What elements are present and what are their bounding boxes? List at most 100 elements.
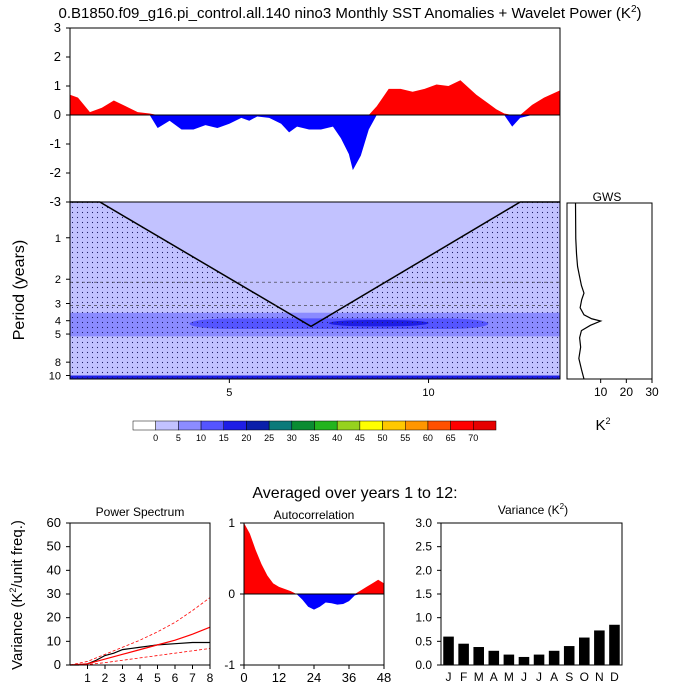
gws-frame [566,202,653,380]
power-spectrum-x-label: 7 [189,671,196,685]
power-spectrum-frame [69,522,211,666]
autocorrelation-x-label: 0 [240,670,247,685]
power-spectrum-x-label: 8 [207,671,214,685]
variance-bar [488,650,500,665]
colorbar-swatch [359,420,383,431]
power-spectrum-red-noise [69,626,211,666]
colorbar-label: 25 [264,433,274,443]
autocorrelation-x-label: 48 [377,670,391,685]
wavelet-y-label: 10 [49,371,61,383]
variance-bar [503,654,515,665]
colorbar-label: 65 [446,433,456,443]
gws-x-label: 10 [594,385,608,399]
wavelet-x-label: 10 [422,387,434,399]
variance-bar [563,646,575,665]
colorbar-swatch [246,420,270,431]
gws-panel: GWS 10 20 30 K2 [566,190,659,434]
variance-y-label: 3.0 [415,516,432,530]
power-spectrum-y-label: 50 [47,539,61,554]
variance-month-label: S [565,670,573,684]
power-spectrum-x-label: 1 [84,671,91,685]
autocorrelation-y-label: 1 [228,516,235,530]
colorbar-label: 35 [309,433,319,443]
colorbar-label: 45 [355,433,365,443]
stipple-left [70,202,312,379]
autocorrelation-x-label: 12 [272,670,286,685]
wavelet-y-label: 8 [55,357,61,369]
wavelet-x-label: 5 [226,387,232,399]
wavelet-frame [69,201,561,380]
gws-title: GWS [593,190,622,204]
gws-line [574,202,603,380]
power-spectrum-y-label: 20 [47,610,61,625]
colorbar-label: 60 [423,433,433,443]
autocorrelation-panel: Autocorrelation 1 0 -1 0 12 24 36 48 [224,508,391,685]
colorbar-swatch [382,420,406,431]
variance-month-label: M [504,670,514,684]
colorbar-label: 15 [219,433,229,443]
colorbar-label: 5 [176,433,181,443]
variance-month-label: A [550,670,558,684]
colorbar-swatch [405,420,429,431]
gws-x-label: 20 [620,385,634,399]
power-spectrum-x-label: 2 [102,671,109,685]
autocorrelation-y-axis: 1 0 -1 [224,516,244,672]
power-spectrum-x-label: 3 [119,671,126,685]
variance-month-label: N [595,670,604,684]
anomaly-y-label: -1 [49,136,61,151]
gws-x-axis: 10 20 30 [594,379,659,399]
variance-month-label: O [580,670,589,684]
colorbar-swatch [427,420,451,431]
wavelet-y-label: 3 [55,298,61,310]
autocorrelation-x-label: 24 [307,670,321,685]
colorbar: 0 5 10 15 20 25 30 35 40 45 50 55 60 65 70 [132,420,497,443]
colorbar-swatch [473,420,497,431]
variance-y-label: 0.5 [415,634,432,648]
colorbar-label: 10 [196,433,206,443]
colorbar-swatch [314,420,338,431]
variance-y-label: 1.0 [415,611,432,625]
variance-bar [533,654,545,665]
anomaly-y-label: 3 [54,20,61,35]
colorbar-label: 40 [332,433,342,443]
colorbar-swatch [223,420,247,431]
colorbar-label: 20 [241,433,251,443]
anomaly-fill [70,80,560,171]
power-spectrum-y-axis: 0 10 20 30 40 50 60 [47,515,70,672]
anomaly-y-label: -3 [49,194,61,209]
wavelet-y-label: 5 [55,329,61,341]
variance-month-label: F [460,670,467,684]
anomaly-y-axis: 3 2 1 0 -1 -2 -3 [49,20,70,209]
anomaly-positive [70,80,560,115]
power-spectrum-x-label: 6 [172,671,179,685]
power-spectrum-title: Power Spectrum [96,505,185,519]
anomaly-negative [70,115,560,171]
power-spectrum-upper-bound [69,597,211,666]
power-spectrum-y-label: 10 [47,633,61,648]
autocorrelation-y-label: -1 [224,658,235,672]
anomaly-y-label: 2 [54,49,61,64]
power-spectrum-x-label: 5 [154,671,161,685]
gws-x-label: K2 [595,416,610,434]
anomaly-panel: 3 2 1 0 -1 -2 -3 [49,20,561,209]
wavelet-y-label: 1 [55,233,61,245]
autocorrelation-x-axis: 0 12 24 36 48 [240,665,391,685]
colorbar-swatch [336,420,361,431]
period-reference-lines [70,281,560,306]
variance-bar [579,637,590,665]
colorbar-swatch [200,420,224,431]
power-spectrum-y-label: Variance (K2/unit freq.) [8,520,26,670]
variance-y-axis: 3.0 2.5 2.0 1.5 1.0 0.5 0.0 [415,516,441,672]
colorbar-label: 50 [378,433,388,443]
power-spectrum-y-label: 40 [47,562,61,577]
variance-y-label: 1.5 [415,587,432,601]
power-spectrum-lines [69,597,211,666]
variance-month-label: J [446,670,452,684]
power-spectrum-spectrum [70,641,210,666]
variance-title: Variance (K2) [498,502,568,517]
wavelet-y-label: Period (years) [11,240,28,340]
power-spectrum-y-label: 0 [54,657,61,672]
